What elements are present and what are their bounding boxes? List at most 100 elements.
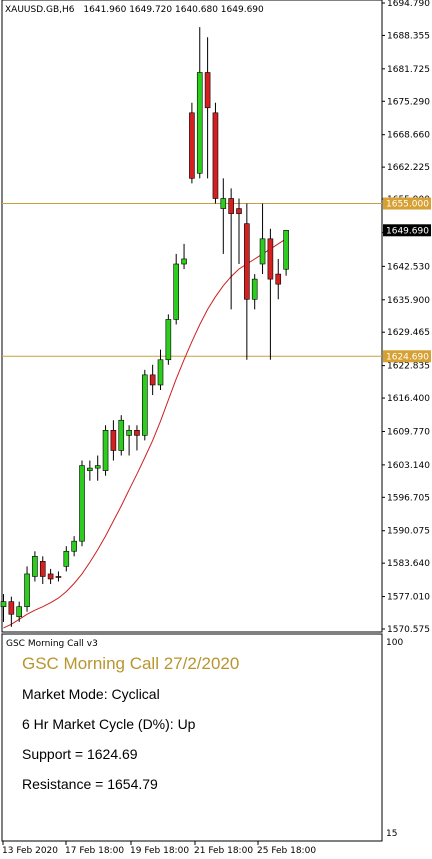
moving-average-line: [3, 238, 287, 629]
price-axis: 1694.790 1688.355 1681.725 1675.290 1668.660…: [382, 0, 430, 635]
candle-body: [118, 419, 125, 451]
candle-body: [16, 606, 23, 618]
bullish-candle: [181, 243, 187, 270]
current-price-label-bg: [383, 224, 431, 237]
level-label-bg: [383, 197, 431, 210]
bullish-candle: [0, 594, 7, 622]
support-text: Support = 1624.69: [22, 746, 138, 762]
candle-body: [283, 229, 289, 270]
bearish-candle: [275, 258, 282, 300]
market-mode-text: Market Mode: Cyclical: [22, 686, 160, 702]
price-tick-label: 1616.400: [387, 394, 430, 404]
candle-body: [189, 112, 195, 179]
candle-body: [126, 430, 132, 436]
candle-body: [165, 319, 172, 361]
symbol-header: XAUUSD.GB,H6 1641.960 1649.720 1640.680 …: [5, 5, 264, 15]
bullish-candle: [32, 551, 38, 582]
bullish-candle: [126, 425, 132, 456]
bullish-candle: [157, 349, 164, 390]
price-tick-label: 1577.010: [387, 593, 430, 603]
level-label-bg: [383, 350, 431, 363]
price-tick-label: 1635.900: [387, 296, 430, 306]
candle-body: [267, 238, 274, 280]
bearish-candle: [267, 228, 274, 360]
bearish-candle: [228, 188, 234, 310]
time-axis: 13 Feb 2020 17 Feb 18:00 19 Feb 18:00 21 Fe…: [2, 841, 316, 856]
candle-body: [275, 273, 282, 285]
price-tick-label: 1675.290: [387, 97, 430, 107]
price-tick-label: 1688.355: [387, 31, 430, 41]
candle-body: [94, 465, 101, 469]
candle-body: [220, 198, 227, 209]
bearish-candle: [189, 102, 195, 184]
bullish-candle: [87, 460, 93, 481]
candle-body: [149, 374, 156, 386]
bearish-candle: [47, 568, 54, 585]
bullish-candle: [71, 536, 77, 557]
price-tick-label: 1642.530: [387, 262, 430, 272]
current-price-label: 1649.690: [386, 226, 429, 236]
bearish-candle: [8, 596, 15, 627]
time-tick-label: 13 Feb 2020: [2, 846, 58, 856]
symbol-name: XAUUSD.GB,H6: [5, 5, 75, 15]
price-pane-frame: [1, 0, 383, 633]
indicator-title: GSC Morning Call 27/2/2020: [22, 654, 240, 673]
bullish-candle: [259, 203, 266, 275]
price-tick-label: 1668.660: [387, 131, 430, 141]
bearish-candle: [236, 198, 242, 265]
ohlc-values: 1641.960 1649.720 1640.680 1649.690: [83, 5, 264, 15]
level-label: 1655.000: [386, 200, 429, 210]
candle-body: [47, 573, 54, 580]
time-tick-label: 17 Feb 18:00: [65, 846, 124, 856]
bullish-candle: [16, 601, 23, 622]
indicator-window-label: GSC Morning Call v3: [6, 639, 98, 649]
candle-body: [110, 430, 117, 451]
bullish-candle: [196, 27, 203, 179]
price-tick-label: 1609.770: [387, 427, 430, 437]
candle-body: [79, 465, 85, 542]
candle-body: [181, 258, 187, 265]
bullish-candle: [24, 566, 30, 612]
candle-body: [55, 576, 62, 578]
bearish-candle: [110, 420, 117, 461]
bearish-candle: [55, 571, 62, 582]
price-tick-label: 1583.640: [387, 559, 430, 569]
price-tick-label: 1590.075: [387, 527, 430, 537]
price-tick-label: 1629.465: [387, 328, 430, 338]
candle-body: [71, 540, 77, 552]
price-tick-label: 1622.835: [387, 362, 430, 372]
resistance-text: Resistance = 1654.79: [22, 776, 158, 792]
candles: [0, 27, 289, 627]
moving-average: [3, 238, 287, 629]
price-tick-label: 1681.725: [387, 65, 430, 75]
candle-body: [212, 112, 219, 199]
candle-body: [24, 573, 30, 607]
candle-body: [8, 601, 15, 615]
bullish-candle: [118, 415, 125, 456]
bearish-candle: [244, 203, 250, 360]
price-tick-label: 1603.140: [387, 461, 430, 471]
indicator-scale-bottom: 15: [386, 829, 397, 839]
bullish-candle: [94, 455, 101, 481]
time-tick-label: 25 Feb 18:00: [257, 846, 316, 856]
candle-body: [157, 359, 164, 386]
bullish-candle: [63, 546, 70, 572]
bullish-candle: [283, 229, 289, 276]
bullish-candle: [165, 314, 172, 365]
candle-body: [134, 430, 140, 436]
candle-body: [87, 467, 93, 471]
time-tick-label: 19 Feb 18:00: [130, 846, 189, 856]
candle-body: [173, 263, 179, 320]
candle-body: [63, 550, 70, 567]
candle-body: [32, 556, 38, 577]
candle-body: [196, 72, 203, 174]
bearish-candle: [149, 364, 156, 396]
bearish-candle: [39, 556, 46, 585]
candle-body: [142, 374, 148, 436]
time-tick-label: 21 Feb 18:00: [194, 846, 253, 856]
candle-body: [204, 72, 211, 109]
market-cycle-text: 6 Hr Market Cycle (D%): Up: [22, 716, 196, 732]
candle-body: [251, 278, 258, 300]
price-tick-label: 1662.225: [387, 163, 430, 173]
